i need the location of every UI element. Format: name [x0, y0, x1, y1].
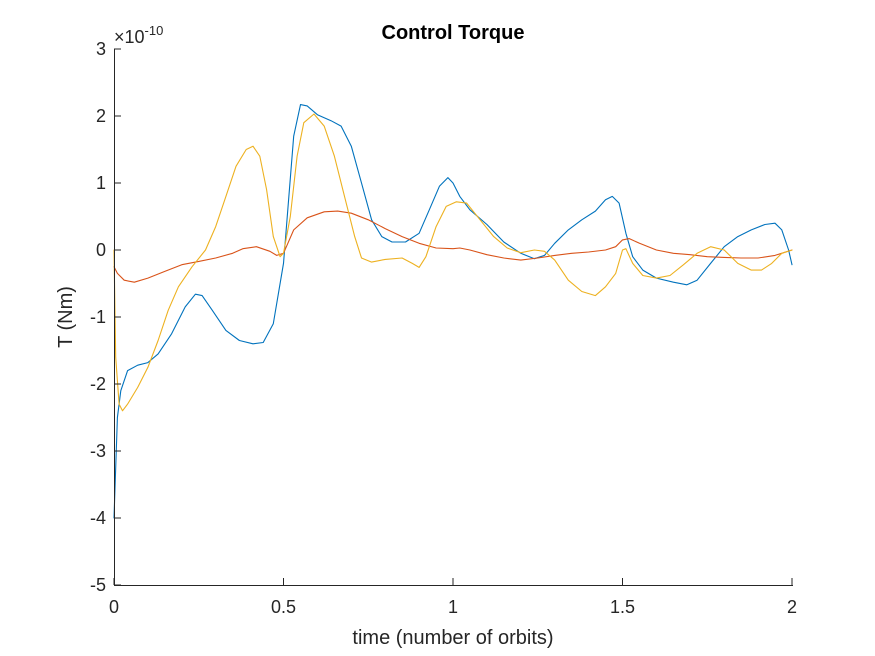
x-tick-label: 2 — [787, 597, 797, 617]
y-tick-label: 2 — [96, 106, 106, 126]
x-tick-label: 0.5 — [271, 597, 296, 617]
exponent-power: -10 — [145, 23, 164, 38]
y-tick-label: 0 — [96, 240, 106, 260]
y-tick-label: -2 — [90, 374, 106, 394]
x-axis-label: time (number of orbits) — [352, 627, 553, 649]
y-tick-label: 1 — [96, 173, 106, 193]
x-tick-label: 0 — [109, 597, 119, 617]
y-tick-label: -1 — [90, 307, 106, 327]
y-axis-ticks: -5 -4 -3 -2 -1 0 1 2 3 — [90, 39, 121, 595]
series-line-2 — [113, 210, 793, 283]
y-exponent-label: ×10-10 — [114, 23, 163, 47]
y-axis-label: T (Nm) — [55, 286, 77, 348]
y-tick-label: -4 — [90, 508, 106, 528]
y-tick-label: 3 — [96, 39, 106, 59]
series-layer — [113, 104, 793, 519]
series-line-1 — [113, 104, 793, 519]
x-axis-ticks: 0 0.5 1 1.5 2 — [109, 578, 797, 617]
y-tick-label: -5 — [90, 575, 106, 595]
x-tick-label: 1 — [448, 597, 458, 617]
svg-text:×10-10: ×10-10 — [114, 23, 163, 47]
y-tick-label: -3 — [90, 441, 106, 461]
chart-title: Control Torque — [382, 22, 525, 44]
exponent-base: 10 — [125, 27, 145, 47]
exponent-times-sign: × — [114, 27, 125, 47]
x-tick-label: 1.5 — [610, 597, 635, 617]
series-line-3 — [113, 113, 793, 412]
